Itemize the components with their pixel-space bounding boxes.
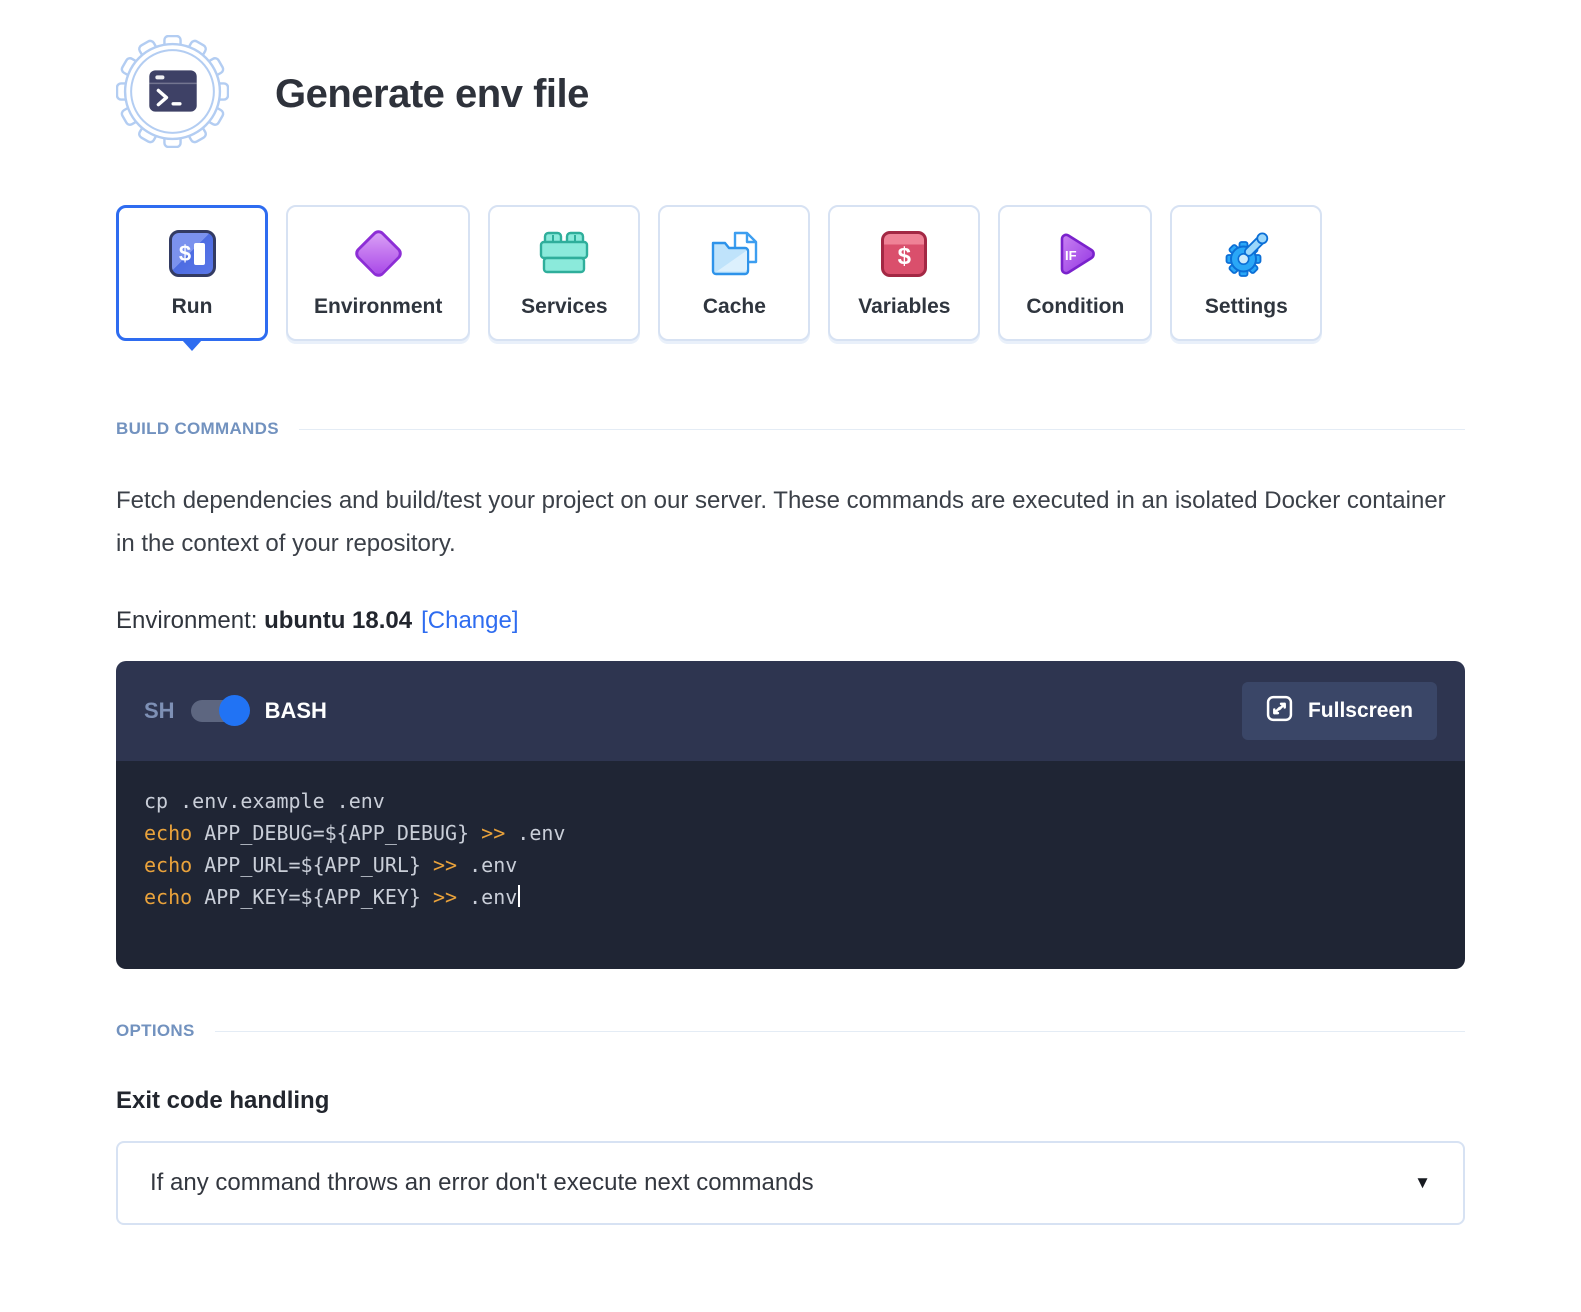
tab-cache[interactable]: Cache xyxy=(658,205,811,341)
selected-option: If any command throws an error don't exe… xyxy=(150,1169,814,1196)
tab-label: Environment xyxy=(314,294,443,318)
environment-diamond-icon xyxy=(352,227,405,280)
page-header: Generate env file xyxy=(115,34,1465,153)
chevron-down-icon: ▼ xyxy=(1414,1173,1431,1192)
code-line: echo APP_DEBUG=${APP_DEBUG} >> .env xyxy=(144,821,566,845)
fullscreen-icon xyxy=(1266,695,1293,728)
environment-label: Environment: xyxy=(116,607,258,634)
code-line: cp .env.example .env xyxy=(144,789,385,813)
tab-label: Services xyxy=(521,294,608,318)
page-title: Generate env file xyxy=(275,71,589,116)
options-section-header: OPTIONS xyxy=(116,1021,1465,1041)
command-editor: SH BASH Fullscreen cp .env.example .env … xyxy=(116,661,1465,969)
shell-toggle[interactable] xyxy=(190,695,250,726)
tab-label: Run xyxy=(171,294,213,318)
condition-if-icon: IF xyxy=(1050,228,1100,280)
services-bricks-icon xyxy=(537,228,591,280)
section-label: OPTIONS xyxy=(116,1021,195,1040)
tab-label: Variables xyxy=(858,294,951,318)
section-divider xyxy=(298,428,1465,430)
tab-run[interactable]: $ Run xyxy=(116,205,268,341)
svg-text:IF: IF xyxy=(1065,248,1077,263)
terminal-gear-icon xyxy=(115,34,230,153)
tab-settings[interactable]: Settings xyxy=(1170,205,1323,341)
action-tabs: $ Run Environment xyxy=(116,205,1465,341)
tab-label: Condition xyxy=(1026,294,1125,318)
variables-dollar-icon: $ xyxy=(881,228,928,280)
settings-gear-wrench-icon xyxy=(1221,228,1271,280)
code-line: echo APP_KEY=${APP_KEY} >> .env xyxy=(144,881,1437,913)
fullscreen-label: Fullscreen xyxy=(1307,699,1413,722)
shell-bash-label: BASH xyxy=(264,698,327,723)
editor-toolbar: SH BASH Fullscreen xyxy=(116,661,1465,761)
section-label: BUILD COMMANDS xyxy=(116,419,279,438)
cache-folder-icon xyxy=(708,228,760,280)
environment-line: Environment: ubuntu 18.04 [Change] xyxy=(116,607,1465,635)
environment-value: ubuntu 18.04 xyxy=(264,607,413,634)
action-settings-page: Generate env file $ Run Environment xyxy=(0,0,1581,1225)
exit-code-handling-heading: Exit code handling xyxy=(116,1087,330,1114)
text-cursor xyxy=(518,885,521,907)
tab-label: Cache xyxy=(702,294,766,318)
tab-environment[interactable]: Environment xyxy=(286,205,471,341)
run-terminal-icon: $ xyxy=(168,228,216,280)
build-commands-section-header: BUILD COMMANDS xyxy=(116,419,1465,439)
code-line: echo APP_URL=${APP_URL} >> .env xyxy=(144,853,518,877)
shell-sh-label: SH xyxy=(144,698,175,723)
tab-label: Settings xyxy=(1204,294,1288,318)
tab-variables[interactable]: $ Variables xyxy=(828,205,981,341)
exit-code-handling-select[interactable]: If any command throws an error don't exe… xyxy=(116,1141,1465,1225)
build-commands-description: Fetch dependencies and build/test your p… xyxy=(116,487,1446,557)
change-environment-link[interactable]: [Change] xyxy=(421,607,519,634)
tab-condition[interactable]: IF Condition xyxy=(998,205,1153,341)
tab-services[interactable]: Services xyxy=(488,205,641,341)
section-divider xyxy=(214,1030,1465,1032)
fullscreen-button[interactable]: Fullscreen xyxy=(1241,682,1437,740)
code-area[interactable]: cp .env.example .env echo APP_DEBUG=${AP… xyxy=(116,761,1465,969)
toggle-knob xyxy=(218,695,250,726)
